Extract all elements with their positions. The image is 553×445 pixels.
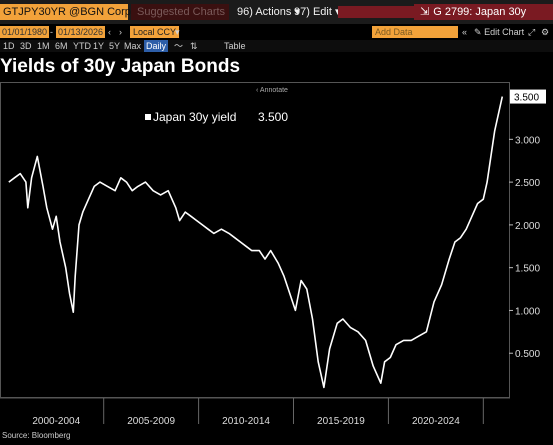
toolbar-divider-bar: [338, 6, 414, 18]
chevron-left-icon[interactable]: ‹: [108, 27, 111, 37]
edit-chart-label: Edit Chart: [484, 27, 525, 37]
expand-icon[interactable]: ⤢: [528, 27, 536, 37]
last-value-label: 3.500: [514, 93, 539, 104]
start-date-field[interactable]: 01/01/1980: [0, 26, 50, 38]
range-ytd-button[interactable]: YTD: [73, 41, 91, 51]
page-title: Yields of 30y Japan Bonds: [0, 56, 241, 77]
range-6m-button[interactable]: 6M: [55, 41, 68, 51]
add-data-input[interactable]: Add Data: [372, 26, 458, 38]
y-tick-label: 1.500: [515, 264, 540, 275]
export-icon[interactable]: ⇲: [420, 6, 430, 18]
y-tick-label: 3.000: [515, 135, 540, 146]
settings-gear-icon[interactable]: ⚙: [541, 27, 550, 37]
end-date-field[interactable]: 01/13/2026: [56, 26, 106, 38]
annotate-label: Annotate: [259, 87, 288, 94]
actions-menu[interactable]: 96) Actions ▾: [237, 6, 300, 18]
edit-menu[interactable]: 97) Edit ▾: [294, 6, 341, 18]
function-title[interactable]: ⇲ G 2799: Japan 30y: [414, 4, 553, 20]
range-toolbar: 1D 3D 1M 6M YTD 1Y 5Y Max Daily 〜 ⇅ Tabl…: [0, 40, 553, 52]
x-tick-label: 2000-2004: [32, 416, 80, 427]
line-chart-icon[interactable]: 〜: [174, 41, 184, 51]
range-1d-button[interactable]: 1D: [3, 41, 15, 51]
range-5y-button[interactable]: 5Y: [109, 41, 121, 51]
top-toolbar: GTJPY30YR @BGN Corp Suggested Charts 96)…: [0, 0, 553, 24]
chevron-left-icon: ‹: [256, 87, 259, 94]
currency-select[interactable]: Local CCY: [130, 26, 180, 38]
last-value-box: [510, 89, 546, 104]
suggested-charts-button[interactable]: Suggested Charts: [131, 4, 229, 20]
date-toolbar: 01/01/1980 - 01/13/2026 ‹ › Local CCY ▾ …: [0, 26, 553, 38]
pencil-icon: ✎: [474, 27, 482, 37]
range-3d-button[interactable]: 3D: [20, 41, 32, 51]
annotate-button[interactable]: ‹ Annotate: [256, 87, 288, 94]
legend-swatch: [145, 114, 151, 120]
legend-last-value: 3.500: [258, 110, 288, 124]
frequency-select[interactable]: Daily: [144, 40, 169, 52]
range-1y-button[interactable]: 1Y: [93, 41, 105, 51]
source-note: Source: Bloomberg: [2, 431, 71, 440]
range-max-button[interactable]: Max: [124, 41, 142, 51]
chevron-down-icon[interactable]: ▾: [175, 27, 180, 37]
edit-chart-button[interactable]: ✎ Edit Chart: [474, 26, 524, 38]
y-tick-label: 2.500: [515, 178, 540, 189]
x-tick-label: 2010-2014: [222, 416, 270, 427]
ticker-input[interactable]: GTJPY30YR @BGN Corp: [0, 4, 131, 20]
legend-series-name: Japan 30y yield: [153, 110, 236, 124]
x-tick-label: 2020-2024: [412, 416, 460, 427]
collapse-icon[interactable]: «: [462, 27, 468, 37]
range-1m-button[interactable]: 1M: [37, 41, 50, 51]
sort-icon[interactable]: ⇅: [190, 41, 198, 51]
x-tick-label: 2005-2009: [127, 416, 175, 427]
date-separator: -: [50, 27, 53, 37]
series-line-japan-30y-yield: [8, 96, 504, 389]
y-tick-label: 2.000: [515, 221, 540, 232]
table-button[interactable]: Table: [224, 41, 246, 51]
y-tick-label: 0.500: [515, 349, 540, 360]
chevron-right-icon[interactable]: ›: [119, 27, 122, 37]
x-tick-label: 2015-2019: [317, 416, 365, 427]
y-tick-label: 1.000: [515, 306, 540, 317]
function-label: G 2799: Japan 30y: [433, 6, 527, 18]
